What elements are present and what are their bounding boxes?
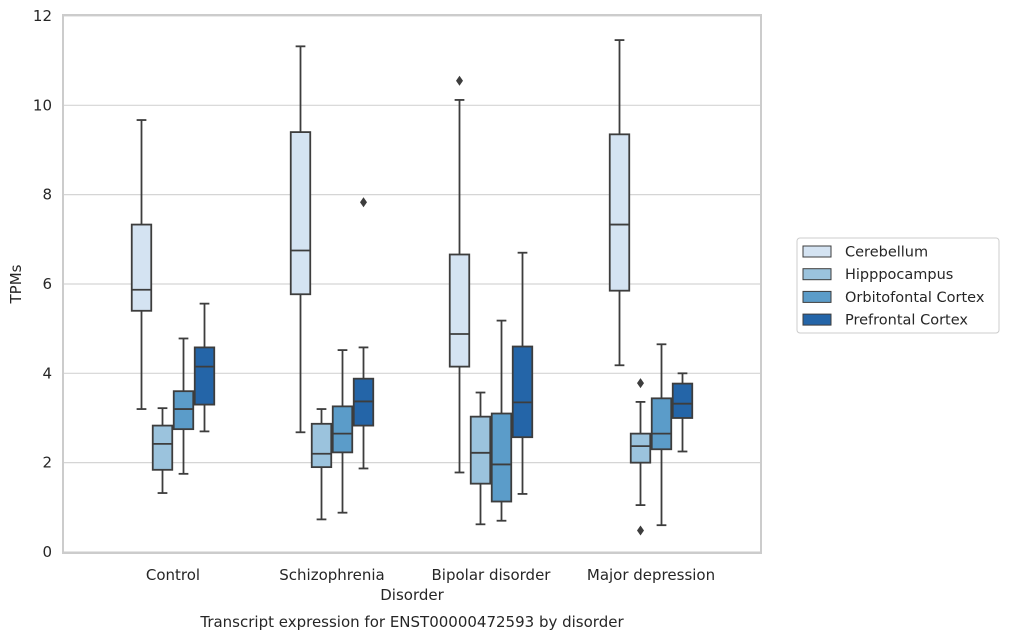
box-cerebellum: [130, 119, 153, 410]
box-iqr: [671, 382, 694, 419]
legend-label: Cerebellum: [845, 245, 928, 261]
box-iqr: [289, 131, 312, 296]
x-tick-label: Control: [146, 566, 200, 584]
y-tick-label: 10: [33, 96, 52, 114]
box-hipppocampus: [469, 391, 492, 526]
box-orbitofontal-cortex: [172, 337, 195, 475]
box-orbitofontal-cortex: [650, 343, 673, 527]
box-orbitofontal-cortex: [490, 319, 513, 522]
legend-swatch: [802, 290, 832, 303]
box-prefrontal-cortex: [193, 302, 216, 433]
box-cerebellum: [448, 75, 471, 474]
legend-label: Prefrontal Cortex: [845, 313, 968, 329]
y-tick-label: 4: [42, 364, 52, 382]
box-iqr: [608, 133, 631, 292]
box-prefrontal-cortex: [511, 251, 534, 495]
outlier-point: [360, 197, 367, 208]
box-prefrontal-cortex: [352, 197, 375, 470]
box-cerebellum: [289, 45, 312, 434]
box-iqr: [448, 253, 471, 368]
box-iqr: [172, 390, 195, 431]
legend-label: Orbitofontal Cortex: [845, 290, 985, 306]
y-tick-label: 12: [33, 7, 52, 25]
box-cerebellum: [608, 39, 631, 367]
box-orbitofontal-cortex: [331, 349, 354, 514]
outlier-point: [637, 378, 644, 389]
legend-swatch: [802, 268, 832, 281]
y-tick-label: 2: [42, 454, 52, 472]
x-tick-label: Major depression: [587, 566, 715, 584]
box-hipppocampus: [310, 408, 333, 521]
box-hipppocampus: [151, 407, 174, 494]
y-axis-label: TPMs: [7, 264, 25, 304]
legend-swatch: [802, 313, 832, 326]
box-prefrontal-cortex: [671, 372, 694, 453]
box-iqr: [469, 415, 492, 485]
box-iqr: [310, 422, 333, 469]
y-tick-label: 0: [42, 543, 52, 561]
x-tick-label: Schizophrenia: [279, 566, 384, 584]
legend: Cerebellum Hipppocampus Orbitofontal Corte…: [796, 237, 1000, 334]
x-tick-labels: Control Schizophrenia Bipolar disorder Majo…: [146, 566, 715, 584]
legend-frame: [796, 237, 1000, 334]
box-iqr: [511, 345, 534, 439]
y-tick-labels: 0 2 4 6 8 10 12: [33, 7, 52, 561]
box-iqr: [629, 432, 652, 464]
box-plots: [130, 39, 694, 536]
y-tick-label: 8: [42, 186, 52, 204]
box-iqr: [490, 412, 513, 503]
box-iqr: [193, 346, 216, 406]
box-iqr: [130, 223, 153, 312]
box-hipppocampus: [629, 378, 652, 536]
x-axis-label: Disorder: [380, 586, 444, 604]
chart-caption: Transcript expression for ENST0000047259…: [199, 613, 624, 631]
outlier-point: [637, 525, 644, 536]
legend-swatch: [802, 245, 832, 258]
box-iqr: [151, 424, 174, 471]
plot-frame: [62, 14, 762, 554]
box-iqr: [331, 405, 354, 454]
legend-label: Hipppocampus: [845, 267, 953, 283]
grid-lines: [63, 15, 761, 553]
box-iqr: [650, 397, 673, 451]
outlier-point: [456, 75, 463, 86]
x-tick-label: Bipolar disorder: [432, 566, 552, 584]
y-tick-label: 6: [42, 275, 52, 293]
